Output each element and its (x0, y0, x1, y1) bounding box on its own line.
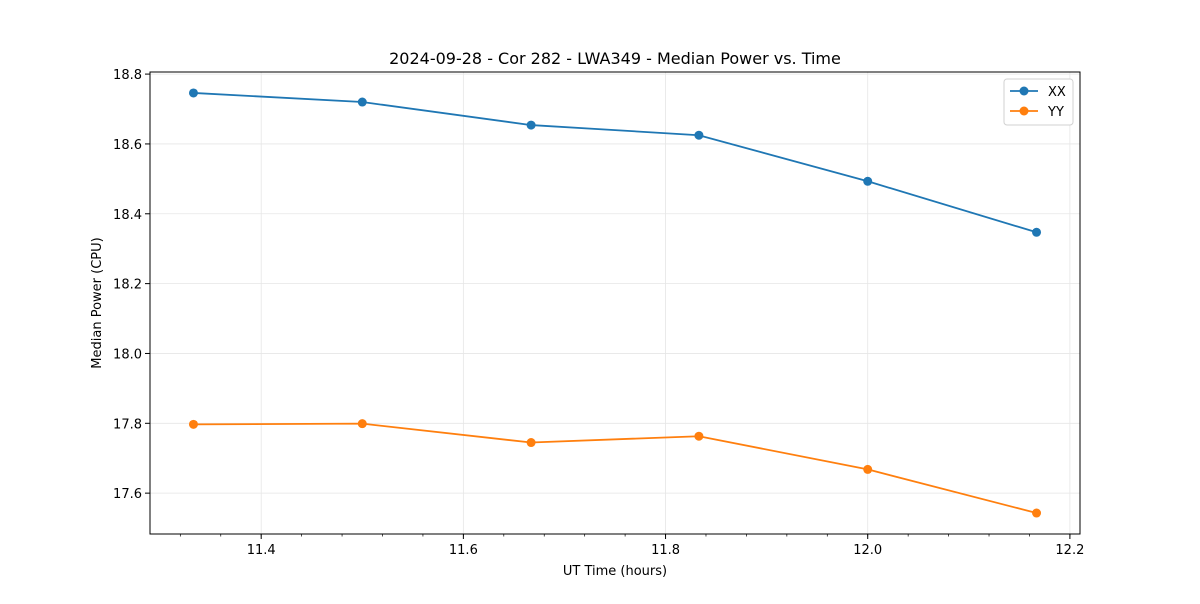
y-tick-label: 17.6 (113, 487, 142, 502)
series-line-xx (193, 92, 1037, 234)
data-point-xx (188, 88, 198, 98)
x-tick-label: 12.2 (1055, 543, 1084, 558)
data-point-xx (526, 120, 536, 130)
series-line-yy (193, 422, 1037, 514)
y-tick-label: 18.2 (113, 278, 142, 293)
data-point-yy (694, 431, 704, 441)
y-tick-label: 18.0 (113, 347, 142, 362)
plot-frame (149, 71, 1081, 535)
data-point-xx (863, 176, 873, 186)
y-tick-label: 18.6 (113, 138, 142, 153)
x-tick-label: 11.4 (247, 543, 276, 558)
x-tick-label: 11.8 (651, 543, 680, 558)
series-layer (188, 88, 1042, 518)
grid (150, 72, 1080, 534)
chart-title: 2024-09-28 - Cor 282 - LWA349 - Median P… (389, 49, 841, 68)
x-axis-label: UT Time (hours) (563, 564, 667, 579)
data-point-yy (188, 419, 198, 429)
data-point-yy (863, 464, 873, 474)
legend-marker-xx (1019, 86, 1029, 96)
data-point-xx (1032, 227, 1042, 237)
y-axis-label: Median Power (CPU) (90, 237, 105, 368)
y-tick-label: 18.8 (113, 68, 142, 83)
legend-marker-yy (1019, 106, 1029, 116)
y-axis: 17.6 17.8 18.0 18.2 18.4 18.6 18.8 (113, 68, 150, 502)
data-point-yy (1032, 508, 1042, 518)
data-point-xx (357, 97, 367, 107)
legend-label-yy: YY (1047, 105, 1064, 120)
x-axis: 11.4 11.6 11.8 12.0 12.2 (179, 534, 1084, 558)
data-point-yy (526, 438, 536, 448)
legend-label-xx: XX (1048, 85, 1066, 100)
y-tick-label: 17.8 (113, 417, 142, 432)
x-tick-label: 12.0 (853, 543, 882, 558)
y-tick-label: 18.4 (113, 208, 142, 223)
data-point-yy (357, 419, 367, 429)
x-tick-label: 11.6 (449, 543, 478, 558)
data-point-xx (694, 130, 704, 140)
legend: XX YY (1003, 78, 1074, 126)
